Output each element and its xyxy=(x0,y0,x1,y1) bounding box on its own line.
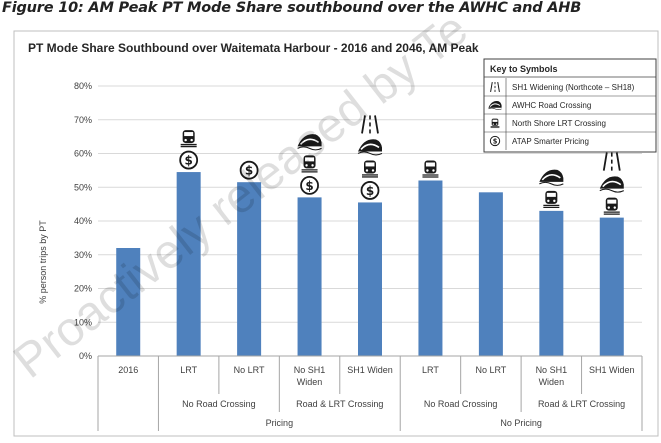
x-tick-label: No SH1 Widen xyxy=(536,365,568,387)
y-tick-label: 70% xyxy=(74,115,92,125)
svg-text:$: $ xyxy=(366,184,374,198)
group-label: Pricing xyxy=(266,418,294,428)
legend-item-label: ATAP Smarter Pricing xyxy=(512,137,589,146)
awhc-icon xyxy=(357,139,383,156)
x-tick-label: No LRT xyxy=(234,365,265,375)
pricing-icon: $ xyxy=(489,135,501,147)
bar xyxy=(176,172,201,356)
svg-text:$: $ xyxy=(245,164,253,178)
pricing-icon: $ xyxy=(360,181,380,200)
sh1-icon xyxy=(490,81,500,93)
svg-text:$: $ xyxy=(493,137,498,145)
lrt-icon xyxy=(543,190,560,209)
svg-text:$: $ xyxy=(184,154,192,168)
x-tick-label: SH1 Widen xyxy=(347,365,393,375)
lrt-icon xyxy=(362,160,378,178)
y-tick-label: 50% xyxy=(74,182,92,192)
y-tick-label: 10% xyxy=(74,317,92,327)
x-tick-label: LRT xyxy=(422,365,439,375)
y-tick-label: 30% xyxy=(74,250,92,260)
bar xyxy=(237,182,262,356)
bar xyxy=(116,248,141,356)
lrt-icon xyxy=(301,155,318,173)
x-axis: 2016 LRT No LRT No SH1 Widen SH1 Widen LRT No L… xyxy=(97,355,643,431)
awhc-icon xyxy=(488,101,502,110)
y-tick-label: 20% xyxy=(74,284,92,294)
y-tick-label: 80% xyxy=(74,81,92,91)
legend-title: Key to Symbols xyxy=(490,64,558,74)
legend-item-label: AWHC Road Crossing xyxy=(512,101,591,110)
lrt-icon xyxy=(422,160,439,178)
y-axis-ticks: 0% 10% 20% 30% 40% 50% 60% 70% 80% xyxy=(74,81,92,361)
legend: Key to Symbols SH1 Widening (Northcote – … xyxy=(483,58,657,153)
group-label: No Road Crossing xyxy=(182,399,256,409)
group-label: No Pricing xyxy=(500,418,542,428)
lrt-icon xyxy=(603,197,620,215)
pricing-icon: $ xyxy=(239,160,259,180)
x-tick-label: No LRT xyxy=(475,365,506,375)
y-axis-label: % person trips by PT xyxy=(38,220,48,304)
pricing-icon: $ xyxy=(300,175,319,195)
group-label: No Road Crossing xyxy=(424,399,498,409)
bar xyxy=(478,192,503,356)
legend-item-label: SH1 Widening (Northcote – SH18) xyxy=(512,83,635,92)
sh1-icon xyxy=(361,115,379,134)
bar-icons: $ $ $ $ xyxy=(179,115,625,215)
bar xyxy=(539,210,564,356)
x-tick-label: SH1 Widen xyxy=(589,365,635,375)
figure-caption: Figure 10: AM Peak PT Mode Share southbo… xyxy=(2,0,582,16)
awhc-icon xyxy=(297,134,322,151)
awhc-icon xyxy=(539,169,564,186)
bar xyxy=(418,180,443,356)
awhc-icon xyxy=(599,176,625,193)
x-tick-label: 2016 xyxy=(118,365,138,375)
pricing-icon: $ xyxy=(179,150,199,170)
legend-item-label: North Shore LRT Crossing xyxy=(512,119,606,128)
bar xyxy=(358,202,382,356)
y-tick-label: 0% xyxy=(79,351,92,361)
chart-title: PT Mode Share Southbound over Waitemata … xyxy=(28,41,479,55)
lrt-icon xyxy=(490,118,500,129)
sh1-icon xyxy=(602,152,621,171)
x-tick-label: No SH1 Widen xyxy=(294,365,326,387)
legend-box xyxy=(483,58,657,153)
group-label: Road & LRT Crossing xyxy=(538,399,625,409)
group-label: Road & LRT Crossing xyxy=(296,399,383,409)
y-tick-label: 60% xyxy=(74,149,92,159)
lrt-icon xyxy=(180,130,197,148)
bars xyxy=(116,172,624,356)
svg-text:$: $ xyxy=(305,179,313,193)
bar xyxy=(297,197,322,356)
y-tick-label: 40% xyxy=(74,216,92,226)
x-tick-label: LRT xyxy=(180,365,197,375)
bar xyxy=(599,217,624,356)
